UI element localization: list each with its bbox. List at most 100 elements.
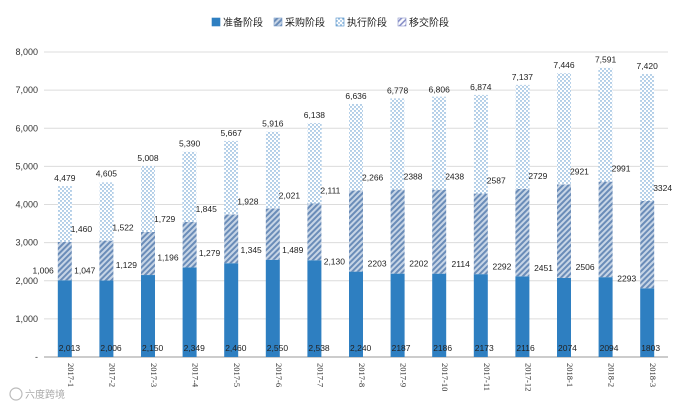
x-tick-label: 2017-2 [107, 363, 117, 387]
total-value-label: 5,008 [137, 153, 159, 163]
segment-value-label: 2114 [452, 259, 471, 269]
segment-value-label: 1,928 [237, 196, 259, 206]
segment-value-label: 1,845 [196, 204, 218, 214]
bar-segment [141, 275, 155, 357]
bars [57, 67, 655, 357]
watermark: 六度跨境 [9, 387, 65, 401]
bar-segment [349, 104, 363, 191]
segment-value-label: 2,111 [320, 185, 340, 195]
total-value-label: 7,591 [595, 55, 617, 65]
segment-value-label: 1,279 [199, 248, 221, 258]
x-tick-label: 2017-6 [274, 363, 284, 387]
bar-segment [224, 263, 239, 357]
segment-value-label: 2116 [516, 343, 535, 353]
bar-segment [473, 94, 488, 194]
segment-value-label: 2202 [409, 259, 428, 269]
bar-segment [390, 189, 405, 274]
y-tick-label: 4,000 [15, 200, 38, 210]
total-value-label: 7,446 [553, 60, 575, 70]
total-value-label: 5,916 [262, 118, 284, 128]
bar-segment [473, 193, 488, 275]
segment-value-label: 2074 [558, 343, 577, 353]
x-tick-label: 2018-3 [648, 363, 658, 387]
bar-segment [307, 260, 322, 357]
y-tick-label: - [35, 352, 38, 362]
total-value-label: 6,778 [387, 86, 409, 96]
x-tick-label: 2017-7 [315, 363, 325, 387]
bar-segment [99, 182, 114, 241]
legend-label: 执行阶段 [347, 16, 387, 29]
y-tick-label: 7,000 [15, 85, 38, 95]
segment-value-label: 1,345 [241, 245, 263, 255]
bar-segment [182, 221, 197, 268]
y-tick-label: 6,000 [15, 123, 38, 133]
y-tick-label: 8,000 [15, 47, 38, 57]
total-value-label: 6,806 [429, 85, 451, 95]
bar-segment [99, 240, 114, 281]
bar-segment [141, 231, 155, 276]
x-tick-label: 2017-10 [440, 363, 450, 391]
bar-segment [515, 84, 530, 189]
segment-value-label: 1,489 [282, 245, 304, 255]
legend-item: 采购阶段 [273, 16, 325, 29]
bar-segment [224, 214, 239, 264]
segment-value-label: 3324 [653, 183, 672, 193]
segment-value-label: 1803 [641, 343, 660, 353]
y-tick-label: 5,000 [15, 161, 38, 171]
segment-value-label: 1,522 [112, 223, 134, 233]
bar-segment [224, 140, 239, 215]
segment-value-label: 2094 [600, 343, 619, 353]
total-value-label: 6,874 [470, 82, 492, 92]
y-tick-label: 2,000 [15, 276, 38, 286]
segment-value-label: 1,129 [116, 260, 138, 270]
bar-segment [390, 98, 405, 190]
bar-segment [57, 280, 72, 357]
segment-value-label: 2729 [528, 171, 547, 181]
segment-value-label: 2921 [570, 166, 589, 176]
watermark-logo-icon [9, 387, 23, 401]
watermark-text: 六度跨境 [25, 388, 65, 401]
bar-segment [307, 122, 322, 204]
segment-value-label: 2506 [576, 262, 595, 272]
bar-segment [598, 181, 613, 278]
bar-segment [598, 277, 613, 357]
bar-segment [557, 277, 571, 357]
segment-value-label: 2203 [368, 259, 387, 269]
segment-value-label: 2,349 [184, 343, 206, 353]
bar-segment [349, 190, 363, 272]
bar-segment [141, 166, 155, 232]
segment-value-label: 2,550 [267, 343, 289, 353]
total-value-label: 7,137 [512, 72, 534, 82]
x-axis: 2017-1 2017-2 2017-3 2017-4 2017-5 2017-6 2017… [66, 363, 658, 391]
segment-value-label: 2,013 [59, 343, 81, 353]
x-tick-label: 2018-2 [607, 363, 617, 387]
bar-segment [182, 267, 197, 357]
legend-item: 执行阶段 [335, 16, 387, 29]
segment-value-label: 2,460 [225, 343, 247, 353]
total-value-label: 5,667 [221, 128, 243, 138]
bar-segment [640, 74, 655, 201]
legend-label: 采购阶段 [285, 16, 325, 29]
bar-segment [515, 276, 530, 357]
total-value-label: 4,479 [54, 173, 76, 183]
bar-segment [307, 203, 322, 261]
y-tick-label: 3,000 [15, 238, 38, 248]
x-tick-label: 2017-4 [191, 363, 201, 388]
segment-value-label: 2388 [404, 172, 423, 182]
bar-segment [265, 131, 280, 209]
bar-segment [57, 186, 72, 242]
segment-value-label: 2173 [475, 343, 494, 353]
x-tick-label: 2017-11 [482, 363, 492, 391]
bar-segment [432, 189, 447, 274]
bar-segment [349, 271, 363, 357]
segment-value-label: 2,266 [362, 172, 384, 182]
x-tick-label: 2017-9 [399, 363, 409, 387]
segment-value-label: 2438 [445, 172, 464, 182]
segment-value-label: 2293 [617, 273, 636, 283]
segment-value-label: 1,006 [33, 265, 55, 275]
segment-value-label: 2451 [534, 263, 553, 273]
total-value-label: 4,605 [96, 168, 118, 178]
segment-value-label: 1,196 [157, 252, 179, 262]
bar-segment [515, 188, 530, 277]
